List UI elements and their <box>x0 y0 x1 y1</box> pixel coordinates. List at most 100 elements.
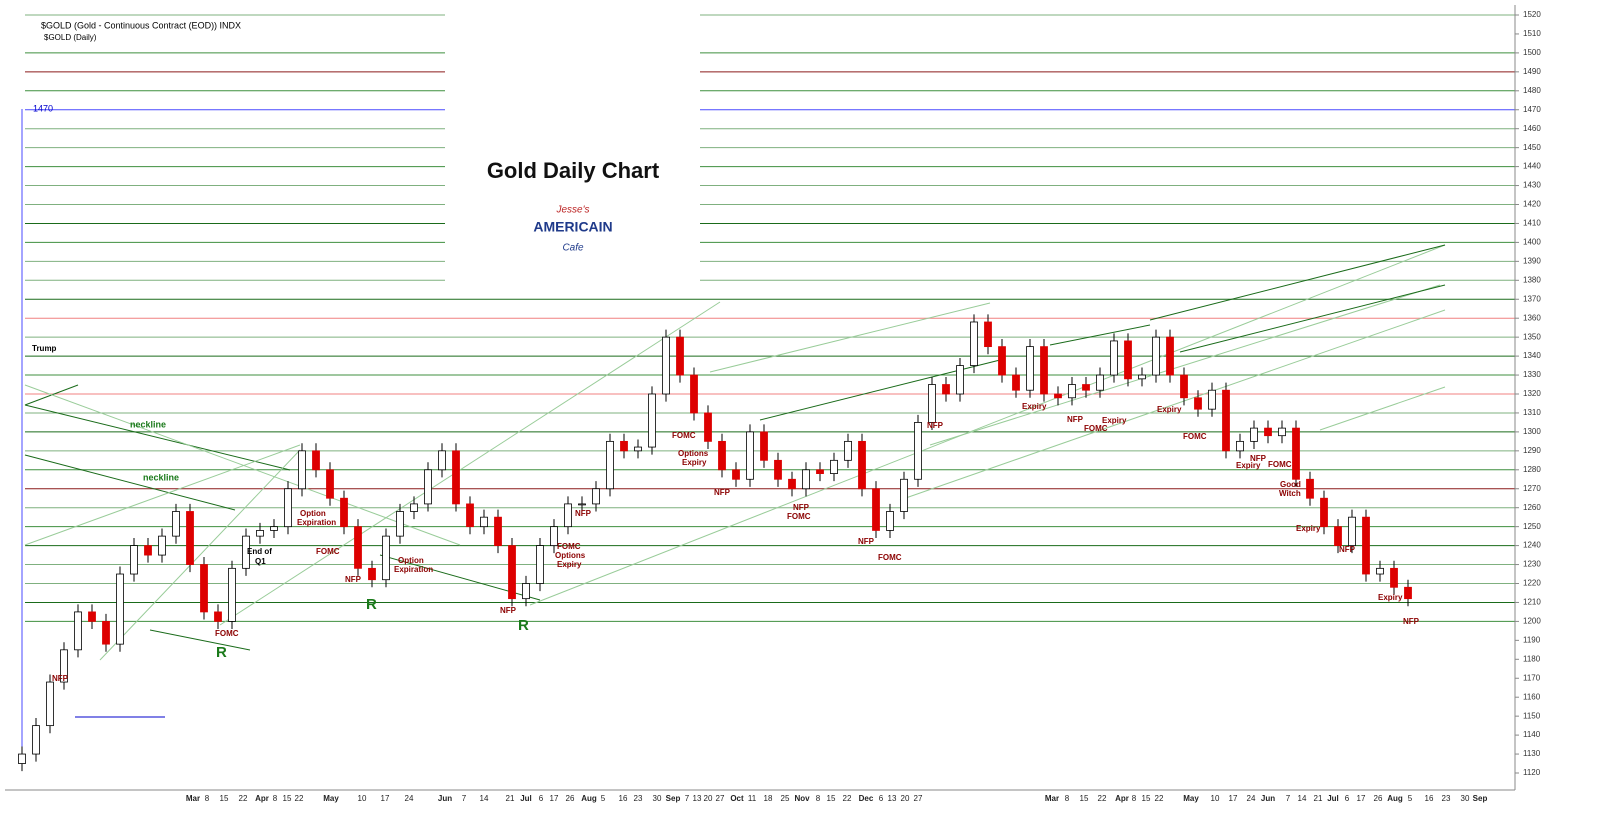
x-tick-label: Jul <box>520 794 532 803</box>
annotation: Witch <box>1279 489 1301 498</box>
x-tick-label: 26 <box>566 794 575 803</box>
annotation: Good <box>1280 480 1301 489</box>
candle-body <box>1082 384 1090 391</box>
candle-body <box>1334 526 1342 547</box>
candle-body <box>508 545 516 600</box>
annotation: Expiry <box>1236 461 1261 470</box>
x-tick-label: 7 <box>462 794 467 803</box>
candle-body <box>32 725 40 755</box>
candle-body <box>536 545 544 584</box>
y-tick-label: 1290 <box>1523 446 1541 455</box>
candle-body <box>494 516 502 546</box>
annotation: Expiration <box>297 518 336 527</box>
chart-title: Gold Daily Chart <box>487 158 660 183</box>
y-tick-label: 1490 <box>1523 67 1541 76</box>
x-tick-label: 6 <box>539 794 544 803</box>
candle-body <box>1348 516 1356 546</box>
candle-body <box>606 440 614 490</box>
candle-body <box>746 431 754 480</box>
candle-body <box>368 567 376 581</box>
trend-line <box>99 449 301 661</box>
candle-body <box>718 440 726 471</box>
y-tick-label: 1420 <box>1523 200 1541 209</box>
candle-body <box>340 497 348 528</box>
annotation: NFP <box>793 503 810 512</box>
x-tick-label: 22 <box>1155 794 1164 803</box>
annotation: NFP <box>52 674 69 683</box>
y-tick-label: 1470 <box>1523 105 1541 114</box>
y-tick-label: 1140 <box>1523 730 1541 739</box>
y-tick-label: 1440 <box>1523 162 1541 171</box>
candle-body <box>578 503 586 506</box>
candle-body <box>942 384 950 395</box>
x-tick-label: 15 <box>283 794 292 803</box>
candle-body <box>60 649 68 683</box>
annotation: Expiration <box>394 565 433 574</box>
trend-line <box>899 309 1446 501</box>
y-tick-label: 1200 <box>1523 617 1541 626</box>
symbol: $GOLD (Gold - Continuous Contract (EOD))… <box>41 20 241 30</box>
candle-body <box>102 621 110 645</box>
x-tick-label: 8 <box>816 794 821 803</box>
candle-body <box>900 478 908 512</box>
x-tick-label: 17 <box>1229 794 1238 803</box>
trend-line <box>219 301 721 626</box>
candle-body <box>984 321 992 348</box>
x-tick-label: 15 <box>1080 794 1089 803</box>
candle-body <box>242 535 250 569</box>
x-tick-label: 10 <box>358 794 367 803</box>
candle-body <box>704 412 712 442</box>
x-tick-label: 23 <box>634 794 643 803</box>
x-tick-label: 23 <box>1442 794 1451 803</box>
annotation: FOMC <box>1084 424 1108 433</box>
trend-line <box>24 454 236 511</box>
candle-body <box>1152 336 1160 376</box>
candles <box>18 314 1412 772</box>
candle-body <box>676 336 684 376</box>
annotation: R <box>216 644 227 661</box>
candle-body <box>382 535 390 581</box>
candle-body <box>872 488 880 531</box>
candle-body <box>1096 374 1104 391</box>
candle-body <box>256 530 264 537</box>
x-tick-label: 18 <box>764 794 773 803</box>
candle-body <box>1138 374 1146 380</box>
candle-body <box>648 393 656 448</box>
y-tick-label: 1340 <box>1523 351 1541 360</box>
y-tick-label: 1390 <box>1523 256 1541 265</box>
candle-body <box>158 535 166 556</box>
annotation: Expiry <box>682 458 707 467</box>
logo-bottom: Cafe <box>562 243 584 254</box>
candle-body <box>1390 567 1398 588</box>
annotation: NFP <box>1403 617 1420 626</box>
x-tick-label: 13 <box>693 794 702 803</box>
candle-body <box>1264 427 1272 437</box>
annotation: Expiry <box>1296 524 1321 533</box>
candle-body <box>1040 346 1048 395</box>
candle-body <box>326 469 334 499</box>
annotation: Expiry <box>1102 416 1127 425</box>
x-tick-label: Sep <box>1473 794 1488 803</box>
candle-body <box>998 346 1006 376</box>
x-tick-label: 8 <box>1065 794 1070 803</box>
x-tick-label: 7 <box>685 794 690 803</box>
trend-line <box>929 284 1441 446</box>
candle-body <box>1222 389 1230 452</box>
x-tick-label: Jun <box>438 794 452 803</box>
x-tick-label: 22 <box>1098 794 1107 803</box>
trend-line <box>24 404 291 471</box>
y-tick-label: 1250 <box>1523 522 1541 531</box>
candle-body <box>46 681 54 727</box>
trend-line <box>529 244 1446 606</box>
annotation: FOMC <box>878 553 902 562</box>
y-tick-label: 1500 <box>1523 48 1541 57</box>
candle-body <box>298 450 306 490</box>
x-tick-label: Aug <box>1387 794 1403 803</box>
candle-body <box>1306 478 1314 499</box>
x-tick-label: 14 <box>1298 794 1307 803</box>
candle-body <box>788 478 796 490</box>
candle-body <box>1026 346 1034 391</box>
annotation: NFP <box>575 509 592 518</box>
candle-body <box>914 422 922 480</box>
